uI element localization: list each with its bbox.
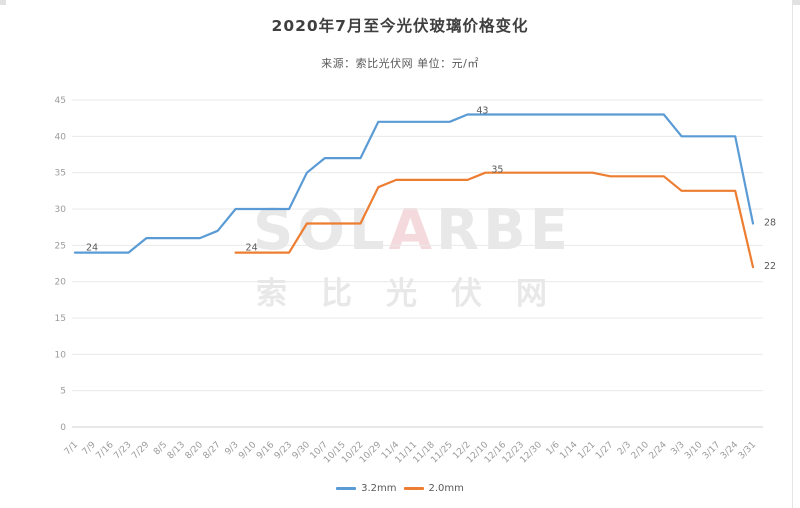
legend-label-3-2mm: 3.2mm <box>361 483 397 494</box>
x-axis-tick-label: 9/16 <box>255 440 277 462</box>
x-axis-tick-label: 3/31 <box>737 440 758 461</box>
y-axis-tick-label: 0 <box>60 423 66 433</box>
x-axis-tick-label: 3/10 <box>683 440 705 462</box>
data-label-2.0mm: 24 <box>246 243 258 254</box>
y-axis-tick-label: 10 <box>55 350 67 360</box>
window-edge-right <box>792 0 793 508</box>
y-axis-tick-label: 35 <box>55 169 66 179</box>
series-line-3.2mm <box>73 113 755 254</box>
y-axis-tick-label: 40 <box>55 132 67 142</box>
data-label-3.2mm: 43 <box>476 106 488 117</box>
legend-swatch-3-2mm <box>336 487 357 490</box>
legend-item-2-0mm: 2.0mm <box>403 483 464 494</box>
x-axis-tick-label: 1/14 <box>558 440 580 462</box>
data-label-3.2mm: 24 <box>86 243 98 254</box>
y-axis-tick-label: 5 <box>60 387 66 397</box>
x-axis-tick-label: 9/23 <box>273 440 294 461</box>
chart-title: 2020年7月至今光伏玻璃价格变化 <box>271 17 529 35</box>
chart-subtitle: 来源：索比光伏网 单位：元/㎡ <box>321 57 479 70</box>
x-axis-tick-label: 8/27 <box>201 440 222 461</box>
x-axis-tick-label: 7/23 <box>112 440 133 461</box>
data-label-2.0mm: 22 <box>764 261 776 272</box>
x-axis-tick-label: 8/13 <box>166 440 187 461</box>
legend-swatch-2-0mm <box>403 487 424 490</box>
x-axis-tick-label: 2/10 <box>630 440 652 462</box>
x-axis-tick-label: 9/10 <box>237 440 259 462</box>
y-axis-tick-label: 15 <box>55 314 66 324</box>
x-axis-tick-label: 3/17 <box>701 440 722 461</box>
x-axis-tick-label: 2/24 <box>648 440 670 462</box>
y-axis-tick-label: 30 <box>55 205 67 215</box>
series-line-2.0mm <box>234 171 755 269</box>
data-label-2.0mm: 35 <box>491 165 503 176</box>
legend: 3.2mm 2.0mm <box>0 483 800 494</box>
x-axis-tick-label: 7/29 <box>130 440 152 462</box>
x-axis-tick-label: 7/16 <box>94 440 116 462</box>
x-axis-tick-label: 3/24 <box>719 440 741 462</box>
data-label-3.2mm: 28 <box>764 218 776 229</box>
legend-label-2-0mm: 2.0mm <box>428 483 464 494</box>
x-axis-tick-label: 9/30 <box>291 440 313 462</box>
legend-item-3-2mm: 3.2mm <box>336 483 397 494</box>
x-axis-tick-label: 7/1 <box>63 440 80 457</box>
y-axis-tick-label: 20 <box>55 278 67 288</box>
y-axis-tick-label: 45 <box>55 96 66 106</box>
x-axis-tick-label: 8/20 <box>184 440 206 462</box>
x-axis-tick-label: 1/27 <box>594 440 615 461</box>
x-axis-tick-label: 1/21 <box>576 440 597 461</box>
corner-artifact-left <box>0 0 6 5</box>
corner-artifact-right <box>793 0 800 5</box>
y-axis-tick-label: 25 <box>55 241 66 251</box>
